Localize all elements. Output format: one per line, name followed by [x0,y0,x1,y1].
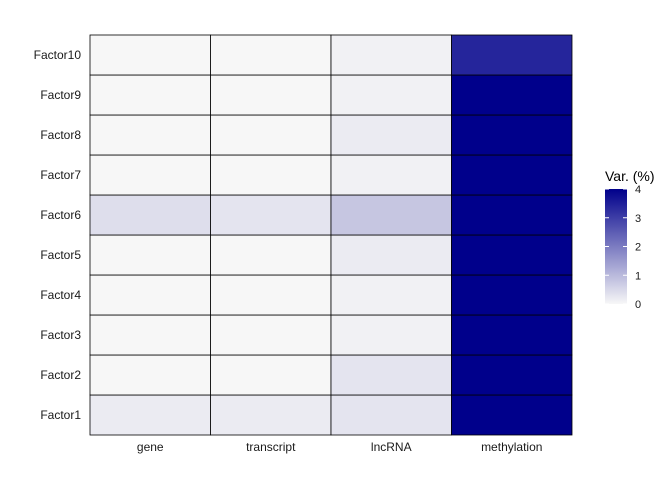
heatmap-cell-factor4-gene [89,274,211,316]
y-tick-label-factor1: Factor1 [40,408,81,422]
heatmap-cell-factor2-gene [89,354,211,396]
x-tick-label-transcript: transcript [246,440,296,454]
heatmap-cell-factor8-methylation [451,114,573,156]
heatmap-cell-factor2-lncrna [330,354,452,396]
legend-title: Var. (%) [605,168,655,184]
heatmap-cell-factor3-lncrna [330,314,452,356]
heatmap-cell-factor7-methylation [451,154,573,196]
y-tick-label-factor9: Factor9 [40,88,81,102]
legend-tick-label-2: 2 [635,242,641,254]
heatmap-cells [89,34,573,436]
legend-tick-label-0: 0 [635,299,641,311]
heatmap-cell-factor1-lncrna [330,394,452,436]
legend-tick-label-1: 1 [635,270,641,282]
legend-tick-label-3: 3 [635,213,641,225]
heatmap-cell-factor8-transcript [210,114,332,156]
y-tick-label-factor5: Factor5 [40,248,81,262]
heatmap-cell-factor5-gene [89,234,211,276]
heatmap-cell-factor4-transcript [210,274,332,316]
heatmap-cell-factor1-methylation [451,394,573,436]
heatmap-cell-factor6-methylation [451,194,573,236]
heatmap-cell-factor2-transcript [210,354,332,396]
heatmap-cell-factor6-transcript [210,194,332,236]
heatmap-cell-factor3-transcript [210,314,332,356]
heatmap-cell-factor5-lncrna [330,234,452,276]
heatmap-cell-factor6-lncrna [330,194,452,236]
heatmap-cell-factor2-methylation [451,354,573,396]
legend-tick-label-4: 4 [635,184,641,196]
x-axis-labels: gene transcript lncRNA methylation [137,440,543,454]
heatmap-cell-factor7-gene [89,154,211,196]
heatmap-cell-factor8-lncrna [330,114,452,156]
heatmap-cell-factor3-methylation [451,314,573,356]
heatmap-cell-factor10-methylation [451,34,573,76]
y-tick-label-factor3: Factor3 [40,328,81,342]
x-tick-label-lncrna: lncRNA [371,440,412,454]
color-legend: Var. (%) 0 1 2 3 4 [605,168,655,311]
legend-colorbar [605,189,627,304]
legend-ticks: 0 1 2 3 4 [605,184,641,311]
heatmap-cell-factor9-methylation [451,74,573,116]
heatmap-cell-factor9-gene [89,74,211,116]
heatmap-cell-factor10-gene [89,34,211,76]
heatmap-cell-factor8-gene [89,114,211,156]
y-axis-labels: Factor1 Factor2 Factor3 Factor4 Factor5 Facto… [34,48,82,422]
heatmap-cell-factor6-gene [89,194,211,236]
y-tick-label-factor8: Factor8 [40,128,81,142]
y-tick-label-factor4: Factor4 [40,288,81,302]
heatmap-cell-factor1-gene [89,394,211,436]
heatmap-cell-factor10-lncrna [330,34,452,76]
heatmap-cell-factor1-transcript [210,394,332,436]
y-tick-label-factor7: Factor7 [40,168,81,182]
x-tick-label-gene: gene [137,440,164,454]
y-tick-label-factor10: Factor10 [34,48,82,62]
heatmap-cell-factor4-lncrna [330,274,452,316]
heatmap-cell-factor5-methylation [451,234,573,276]
heatmap-cell-factor3-gene [89,314,211,356]
y-tick-label-factor2: Factor2 [40,368,81,382]
x-tick-label-methylation: methylation [481,440,542,454]
heatmap-cell-factor4-methylation [451,274,573,316]
heatmap-cell-factor7-transcript [210,154,332,196]
y-tick-label-factor6: Factor6 [40,208,81,222]
heatmap-cell-factor9-transcript [210,74,332,116]
heatmap-cell-factor10-transcript [210,34,332,76]
heatmap-cell-factor9-lncrna [330,74,452,116]
heatmap-cell-factor5-transcript [210,234,332,276]
heatmap-cell-factor7-lncrna [330,154,452,196]
